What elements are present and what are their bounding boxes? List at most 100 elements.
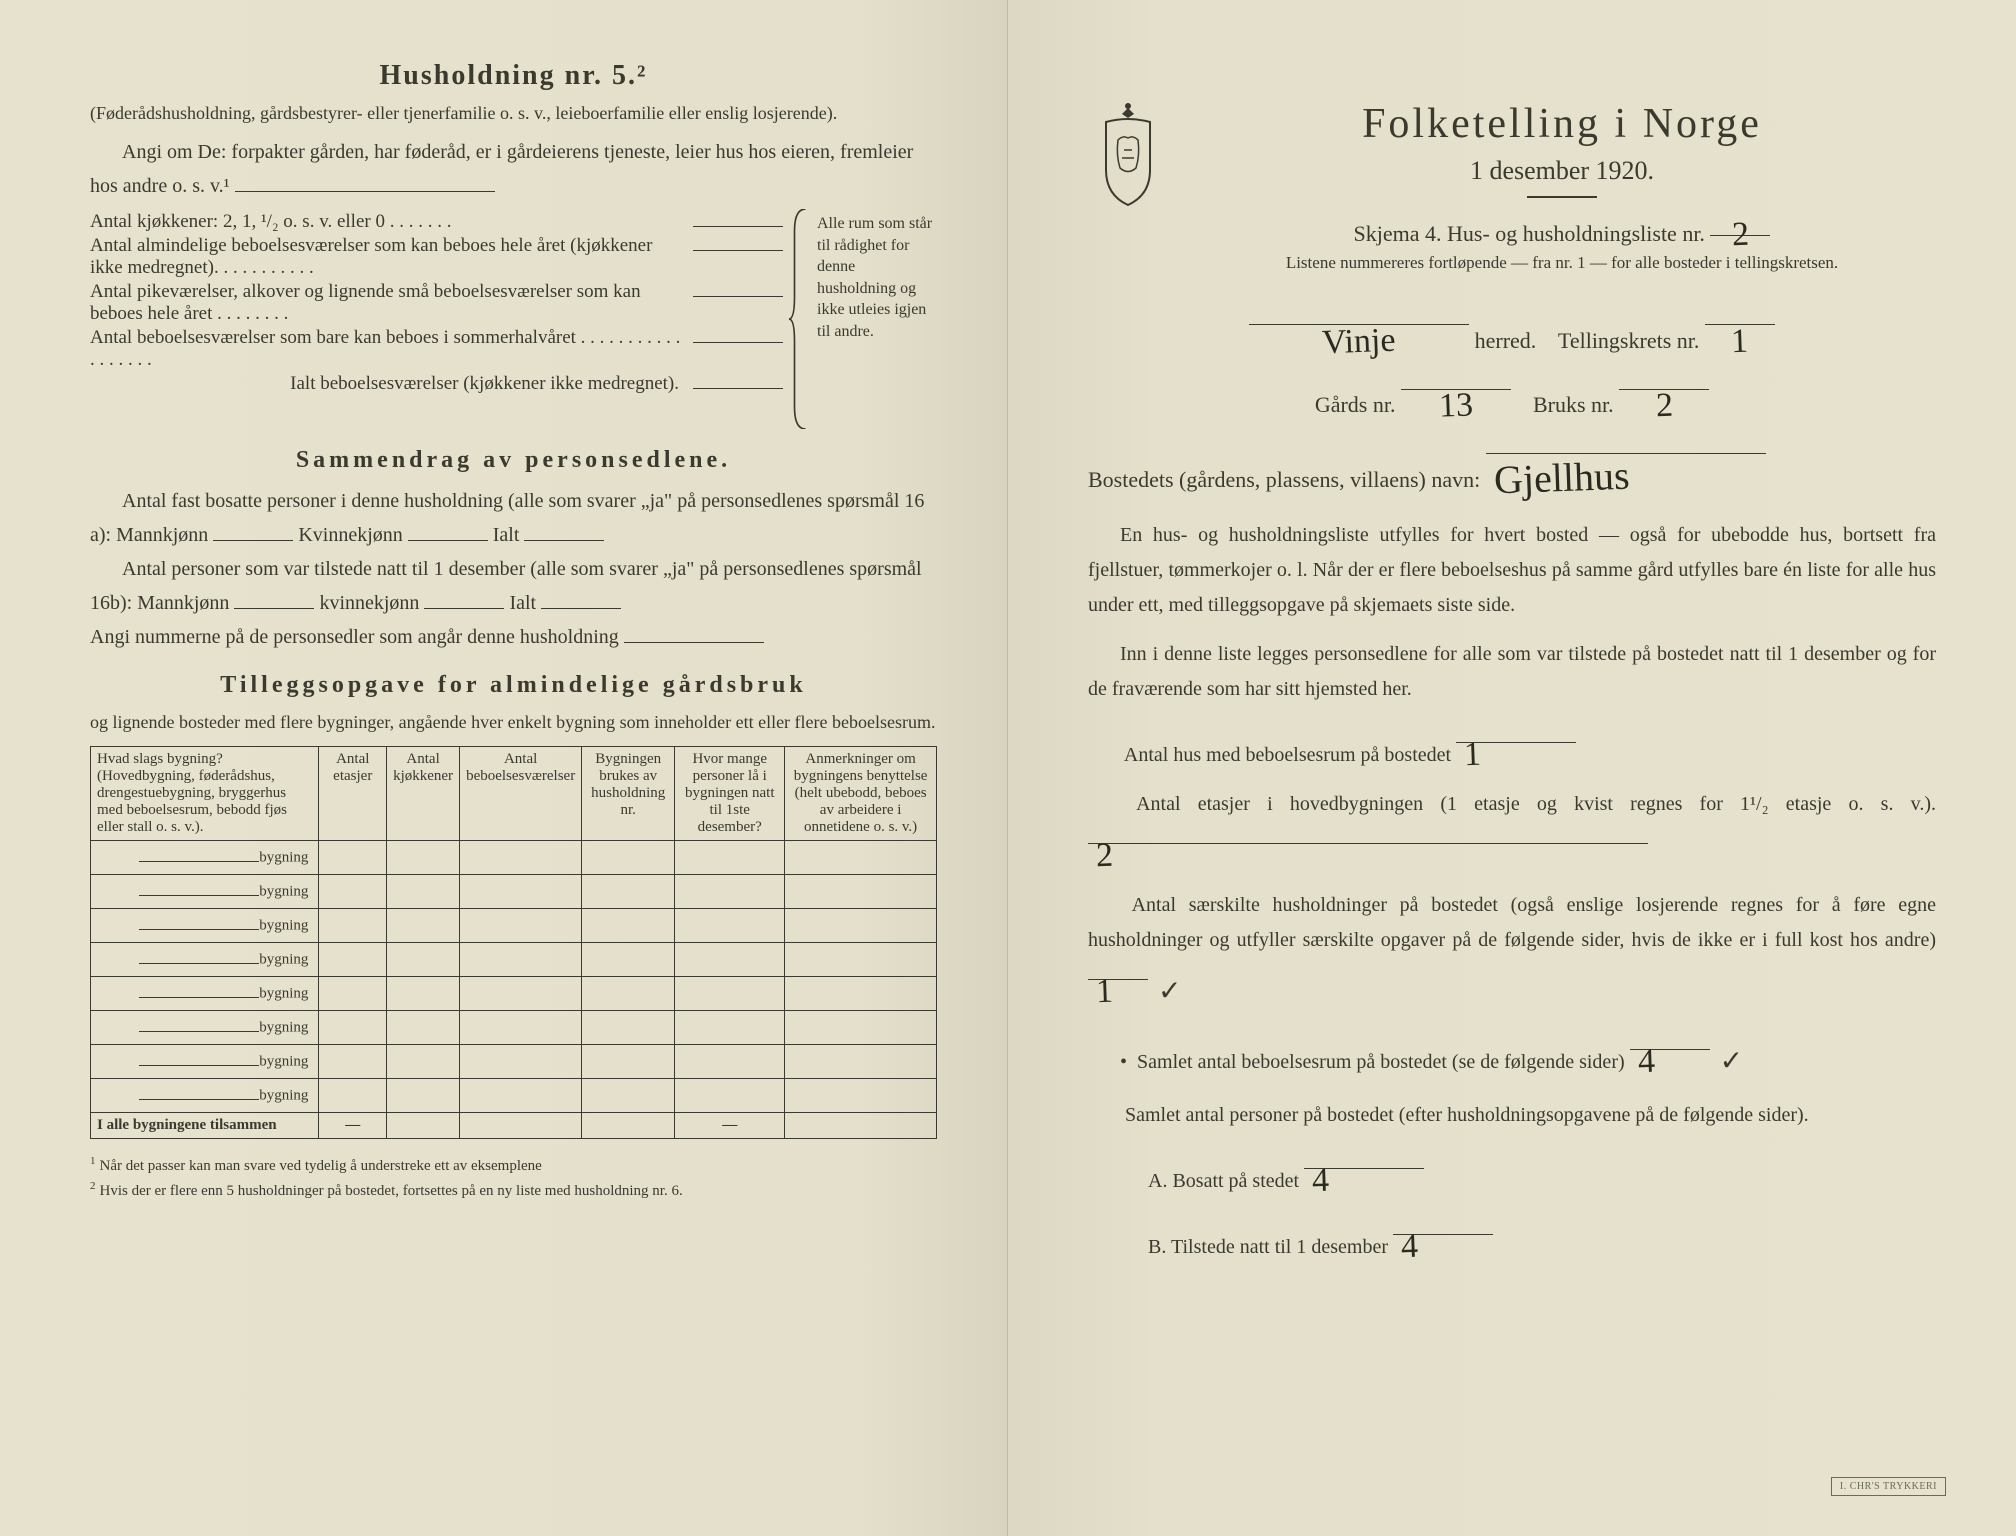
brace-row-2-label: Antal beboelsesværelser som bare kan beb… (90, 327, 687, 371)
th-1: Antal etasjer (319, 747, 387, 841)
tillegg-title: Tilleggsopgave for almindelige gårdsbruk (90, 672, 937, 699)
empty-cell (675, 1011, 785, 1045)
th-2: Antal kjøkkener (387, 747, 460, 841)
kitchens-blank (693, 226, 783, 227)
empty-cell (319, 841, 387, 875)
bygning-cell: bygning (91, 1045, 319, 1079)
farm-table-body: bygningbygningbygningbygningbygningbygni… (91, 841, 937, 1139)
bygning-cell: bygning (91, 841, 319, 875)
empty-cell (319, 909, 387, 943)
angi-blank (235, 170, 495, 192)
q1-label: Antal hus med beboelsesrum på bostedet (1124, 744, 1451, 766)
herred-line: Vinje herred. Tellingskrets nr. 1 (1088, 301, 1936, 365)
curly-brace-icon (789, 209, 811, 429)
empty-cell (582, 875, 675, 909)
q4-label: Samlet antal beboelsesrum på bostedet (s… (1137, 1051, 1625, 1073)
bruks-value: 2 (1646, 369, 1682, 445)
brace-row-1-blank (693, 296, 783, 297)
qB-label: B. Tilstede natt til 1 desember (1148, 1236, 1388, 1258)
empty-cell (582, 943, 675, 977)
th-5: Hvor mange personer lå i bygningen natt … (675, 747, 785, 841)
brace-row-0-label: Antal almindelige beboelsesværelser som … (90, 235, 687, 279)
empty-cell (675, 875, 785, 909)
total-label-cell: I alle bygningene tilsammen (91, 1113, 319, 1139)
skjema-line: Skjema 4. Hus- og husholdningsliste nr. … (1188, 212, 1936, 247)
q3-line: Antal særskilte husholdninger på bostede… (1088, 888, 1936, 1014)
samm-l2a: Antal personer som var tilstede natt til… (90, 558, 922, 614)
samm-line3: Angi nummerne på de personsedler som ang… (90, 620, 937, 654)
brace-block: Antal kjøkkener: 2, 1, ¹/₂ o. s. v. elle… (90, 209, 937, 429)
empty-cell (460, 909, 582, 943)
footnote-2-text: Hvis der er flere enn 5 husholdninger på… (100, 1183, 683, 1199)
document-spread: Husholdning nr. 5.² (Føderådshusholdning… (0, 0, 2016, 1536)
total-dash-cell: — (675, 1113, 785, 1139)
empty-cell (387, 1011, 460, 1045)
total-empty-cell (460, 1113, 582, 1139)
empty-cell (460, 875, 582, 909)
bruks-label: Bruks nr. (1533, 392, 1614, 417)
samm-blank-1a (213, 519, 293, 541)
q5-line: Samlet antal personer på bostedet (efter… (1088, 1098, 1936, 1133)
samm-l1b: Kvinnekjønn (298, 524, 402, 546)
empty-cell (675, 1079, 785, 1113)
brace-row-1: Antal pikeværelser, alkover og lignende … (90, 281, 783, 325)
samm-l3-text: Angi nummerne på de personsedler som ang… (90, 626, 619, 648)
bygning-cell: bygning (91, 977, 319, 1011)
bosted-value: Gjellhus (1484, 431, 1639, 524)
bygning-cell: bygning (91, 909, 319, 943)
brace-right-text: Alle rum som står til rådighet for denne… (817, 209, 937, 429)
empty-cell (785, 1079, 937, 1113)
bygning-blank (139, 1015, 259, 1032)
samm-line1: Antal fast bosatte personer i denne hush… (90, 484, 937, 552)
empty-cell (319, 875, 387, 909)
bosted-line: Bostedets (gårdens, plassens, villaens) … (1088, 430, 1936, 504)
empty-cell (319, 977, 387, 1011)
gards-label: Gårds nr. (1315, 392, 1396, 417)
table-row: bygning (91, 909, 937, 943)
empty-cell (675, 841, 785, 875)
empty-cell (675, 977, 785, 1011)
samm-l2b: kvinnekjønn (319, 592, 419, 614)
samm-blank-3 (624, 621, 764, 643)
empty-cell (675, 1045, 785, 1079)
table-row: bygning (91, 1011, 937, 1045)
qA-label: A. Bosatt på stedet (1148, 1170, 1299, 1192)
total-empty-cell (387, 1113, 460, 1139)
qA-line: A. Bosatt på stedet 4 (1088, 1147, 1936, 1199)
brace-row-0-blank (693, 250, 783, 251)
samm-line2: Antal personer som var tilstede natt til… (90, 552, 937, 620)
empty-cell (785, 875, 937, 909)
footnote-2: 2Hvis der er flere enn 5 husholdninger p… (90, 1178, 937, 1203)
empty-cell (319, 943, 387, 977)
table-row: bygning (91, 943, 937, 977)
bygning-blank (139, 981, 259, 998)
bosted-label: Bostedets (gårdens, plassens, villaens) … (1088, 467, 1480, 492)
brace-left-column: Antal kjøkkener: 2, 1, ¹/₂ o. s. v. elle… (90, 209, 783, 429)
coat-of-arms-icon (1088, 100, 1168, 210)
brace-row-0: Antal almindelige beboelsesværelser som … (90, 235, 783, 279)
skjema-value: 2 (1723, 215, 1757, 254)
total-empty-cell (582, 1113, 675, 1139)
empty-cell (582, 977, 675, 1011)
q1-line: Antal hus med beboelsesrum på bostedet 1 (1088, 721, 1936, 773)
para-2-text: Inn i denne liste legges personsedlene f… (1088, 643, 1936, 700)
q2-line: Antal etasjer i hovedbygningen (1 etasje… (1088, 787, 1936, 874)
table-total-row: I alle bygningene tilsammen—— (91, 1113, 937, 1139)
empty-cell (460, 841, 582, 875)
empty-cell (460, 977, 582, 1011)
table-row: bygning (91, 977, 937, 1011)
table-row: bygning (91, 1079, 937, 1113)
qB-line: B. Tilstede natt til 1 desember 4 (1088, 1213, 1936, 1265)
samm-blank-2c (541, 587, 621, 609)
empty-cell (785, 1011, 937, 1045)
q3-label: Antal særskilte husholdninger på bostede… (1088, 894, 1936, 951)
samm-blank-1b (408, 519, 488, 541)
tillegg-sub: og lignende bosteder med flere bygninger… (90, 709, 937, 736)
crest-row: Folketelling i Norge 1 desember 1920. Sk… (1088, 100, 1936, 291)
th-6: Anmerkninger om bygningens benyttelse (h… (785, 747, 937, 841)
kitchens-label: Antal kjøkkener: 2, 1, ¹/₂ o. s. v. elle… (90, 211, 687, 233)
brace-row-2: Antal beboelsesværelser som bare kan beb… (90, 327, 783, 371)
empty-cell (460, 943, 582, 977)
empty-cell (785, 841, 937, 875)
empty-cell (582, 1011, 675, 1045)
